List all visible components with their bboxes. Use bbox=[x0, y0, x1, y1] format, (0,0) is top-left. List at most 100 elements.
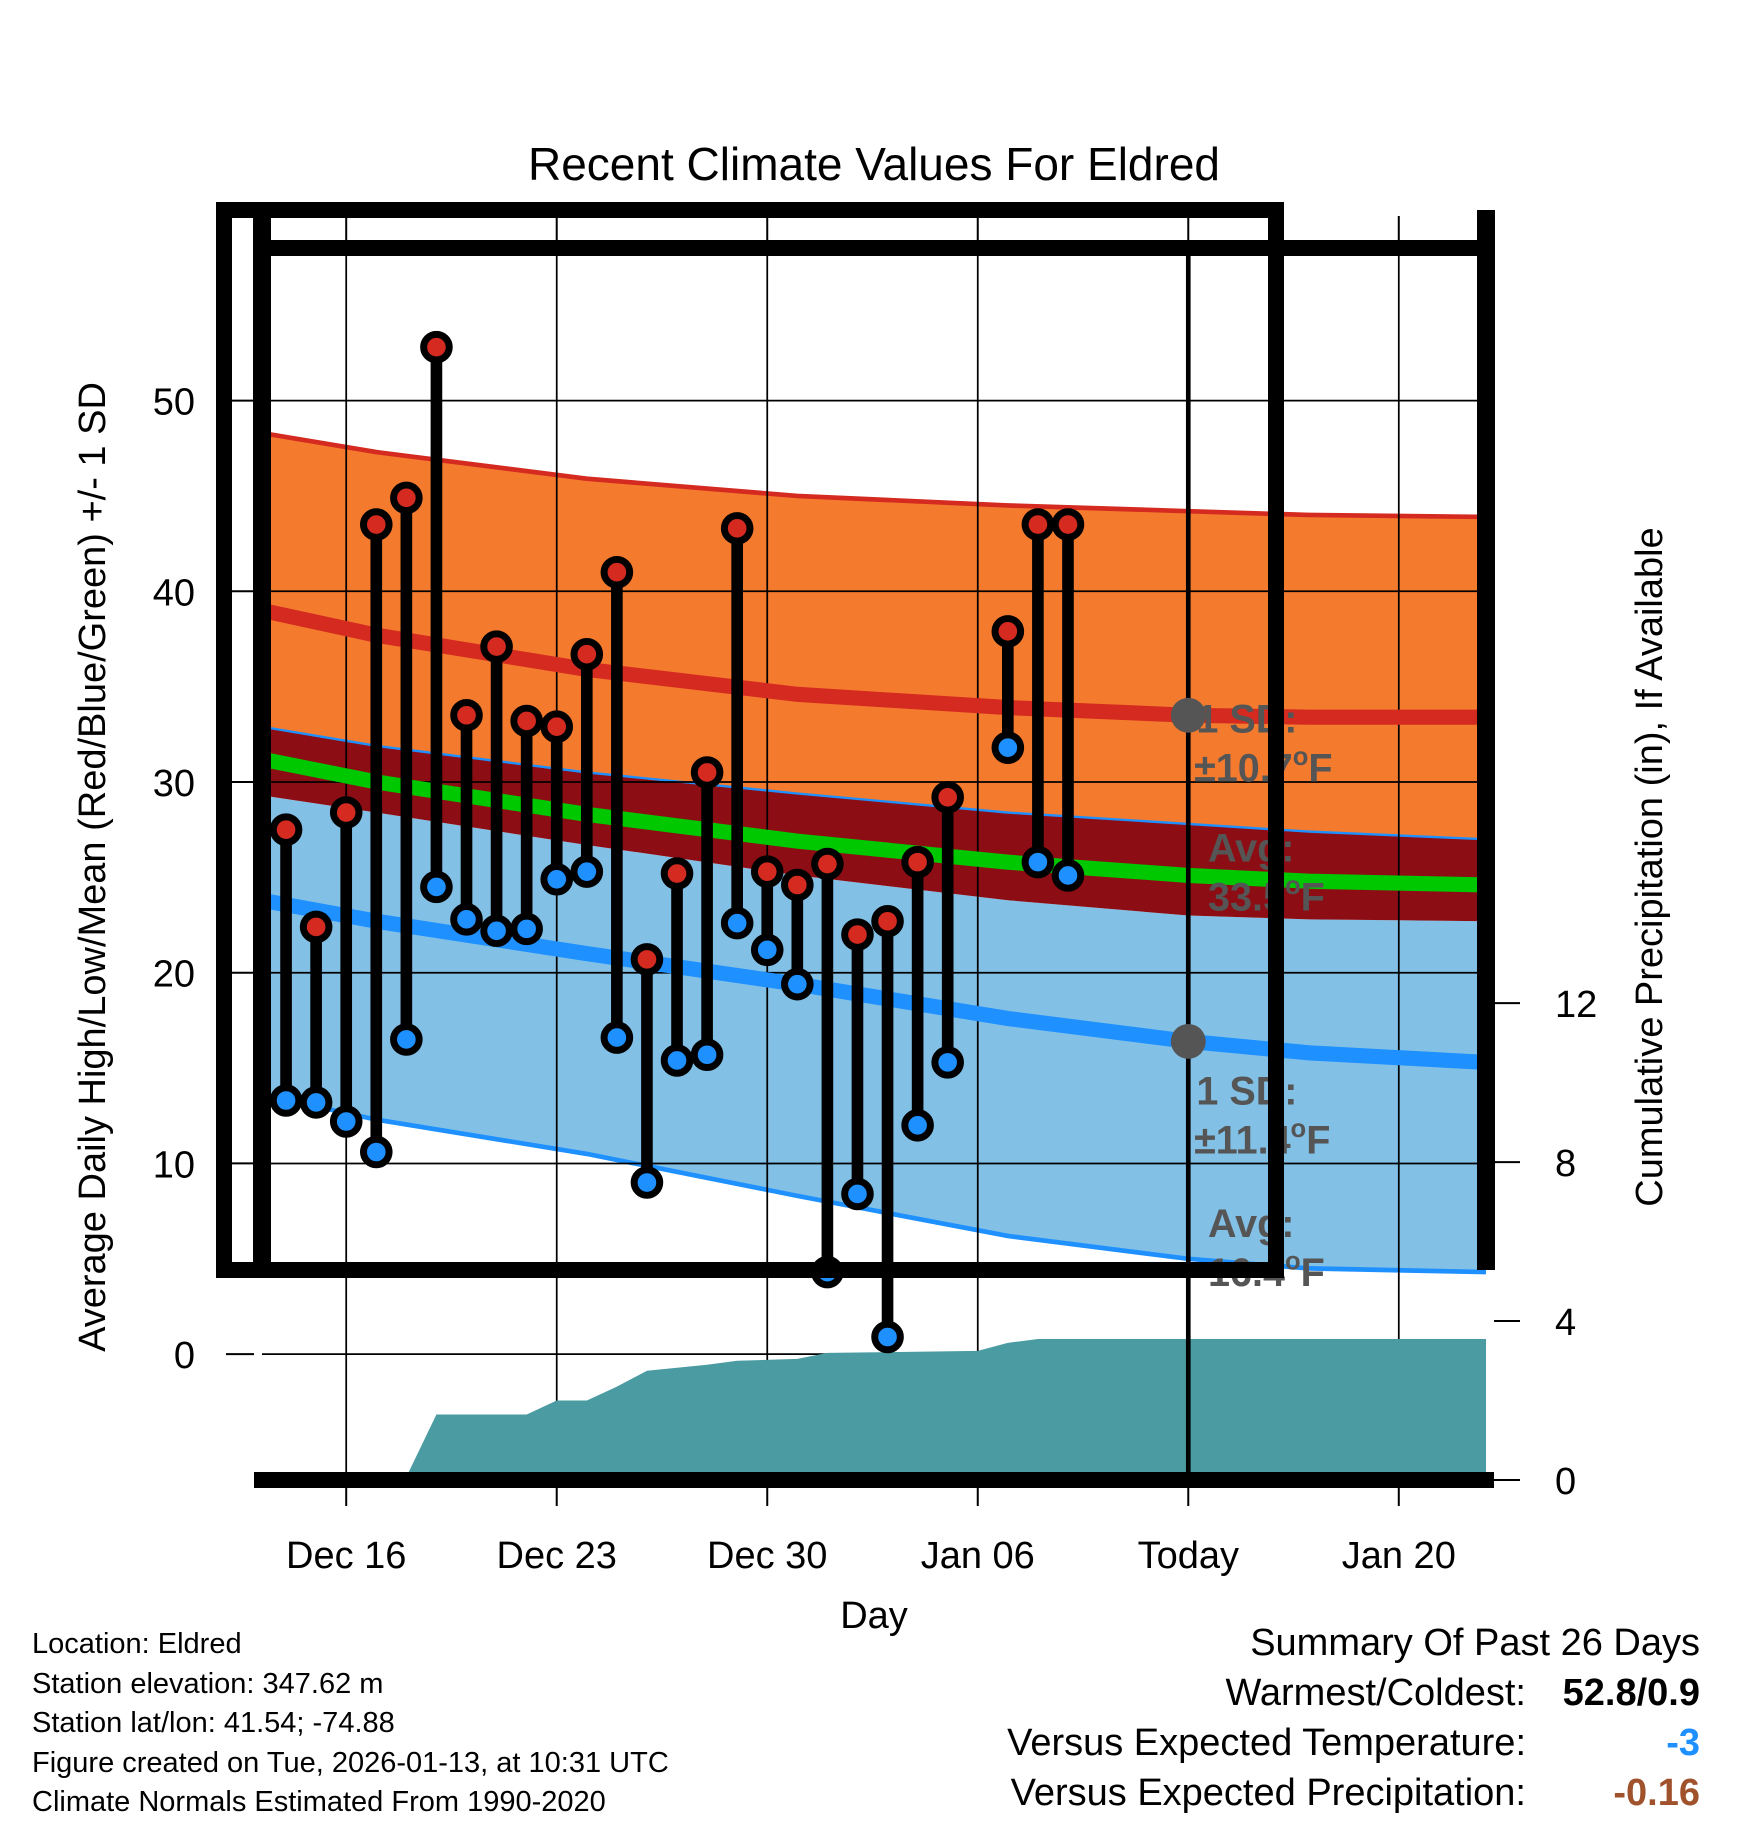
low-marker-13 bbox=[660, 1044, 694, 1077]
high-sd-value-text: ±10.7oF bbox=[1194, 743, 1332, 790]
summary-warmest-row: Warmest/Coldest: 52.8/0.9 bbox=[1007, 1668, 1700, 1718]
high-sd-value-text-degree: o bbox=[1293, 743, 1309, 771]
high-marker-18 bbox=[811, 847, 844, 881]
y-axis-right-title: Cumulative Precipitation (in), If Availa… bbox=[1629, 527, 1671, 1206]
low-avg-value-text-unit: F bbox=[1301, 1251, 1325, 1295]
high-marker-24 bbox=[1021, 508, 1055, 541]
low-marker-6 bbox=[450, 903, 483, 936]
low-marker-11 bbox=[600, 1021, 634, 1054]
high-marker-17 bbox=[781, 868, 814, 902]
elevation-text: Station elevation: 347.62 m bbox=[32, 1667, 384, 1700]
precip-area bbox=[262, 1338, 1487, 1481]
low-marker-16 bbox=[750, 933, 784, 967]
low-marker-3 bbox=[359, 1135, 393, 1169]
low-marker-22 bbox=[931, 1046, 964, 1079]
summary-temp-row: Versus Expected Temperature: -3 bbox=[1007, 1718, 1700, 1768]
low-marker-17 bbox=[781, 967, 814, 1001]
high-marker-1 bbox=[299, 910, 333, 944]
low-marker-15 bbox=[720, 906, 754, 940]
location-text: Location: Eldred bbox=[32, 1628, 242, 1660]
high-marker-14 bbox=[690, 756, 724, 789]
high-marker-21 bbox=[901, 845, 934, 879]
high-avg-value-text: 33.5oF bbox=[1208, 872, 1325, 919]
low-marker-20 bbox=[871, 1320, 904, 1354]
high-marker-3 bbox=[359, 508, 393, 541]
high-marker-23 bbox=[991, 615, 1025, 648]
low-marker-5 bbox=[420, 870, 453, 904]
axes: Dec 16 Dec 23 Dec 30 Jan 06 Today Jan 20 0 10 20… bbox=[153, 202, 1597, 1577]
low-sd-band bbox=[262, 795, 1487, 1273]
low-marker-25 bbox=[1051, 859, 1085, 892]
temp-value: -3 bbox=[1666, 1722, 1700, 1764]
low-marker-14 bbox=[690, 1038, 724, 1072]
y-left-tick-label-4: 40 bbox=[153, 572, 195, 614]
high-marker-2 bbox=[329, 796, 363, 829]
high-marker-19 bbox=[841, 918, 874, 951]
high-marker-20 bbox=[871, 904, 904, 938]
low-marker-10 bbox=[570, 855, 604, 888]
x-tick-label-2: Dec 30 bbox=[707, 1535, 827, 1577]
high-marker-15 bbox=[720, 512, 754, 545]
normals-text: Climate Normals Estimated From 1990-2020 bbox=[32, 1786, 606, 1818]
latlon-text: Station lat/lon: 41.54; -74.88 bbox=[32, 1707, 395, 1739]
y-right-tick-label-0: 0 bbox=[1555, 1461, 1576, 1503]
high-marker-12 bbox=[630, 943, 664, 976]
y-right-tick-label-3: 12 bbox=[1555, 984, 1597, 1026]
summary-heading: Summary Of Past 26 Days bbox=[1250, 1622, 1700, 1664]
y-right-tick-label-2: 8 bbox=[1555, 1143, 1576, 1185]
x-tick-label-0: Dec 16 bbox=[286, 1535, 406, 1577]
y-left-tick-label-1: 10 bbox=[153, 1144, 195, 1186]
y-axis-left-title: Average Daily High/Low/Mean (Red/Blue/Gr… bbox=[72, 382, 114, 1352]
summary-panel: Summary Of Past 26 Days Warmest/Coldest:… bbox=[1007, 1618, 1700, 1818]
low-minus-sd-line bbox=[262, 1092, 1487, 1275]
high-marker-0 bbox=[269, 813, 303, 846]
low-marker-0 bbox=[269, 1084, 303, 1117]
high-avg-value-text-degree: o bbox=[1285, 872, 1301, 900]
low-marker-1 bbox=[299, 1086, 333, 1119]
warmest-label: Warmest/Coldest: bbox=[1225, 1672, 1526, 1714]
low-marker-23 bbox=[991, 731, 1025, 764]
station-info: Location: Eldred Station elevation: 347.… bbox=[32, 1625, 669, 1823]
high-marker-16 bbox=[750, 855, 784, 888]
low-marker-12 bbox=[630, 1166, 664, 1199]
x-tick-label-4: Today bbox=[1138, 1535, 1239, 1577]
low-marker-24 bbox=[1021, 845, 1055, 879]
plot-frame bbox=[216, 202, 1284, 1278]
y-left-tick-label-5: 50 bbox=[153, 382, 195, 424]
x-axis-title: Day bbox=[840, 1595, 908, 1637]
low-marker-9 bbox=[540, 863, 574, 896]
low-marker-4 bbox=[390, 1023, 423, 1056]
low-avg-value-text-degree: o bbox=[1285, 1248, 1301, 1276]
today-low-avg-dot bbox=[1170, 1023, 1206, 1059]
high-avg-value-text-unit: F bbox=[1301, 876, 1325, 920]
high-marker-22 bbox=[931, 780, 964, 814]
high-marker-25 bbox=[1051, 508, 1085, 541]
low-marker-2 bbox=[329, 1105, 363, 1138]
high-marker-10 bbox=[570, 637, 604, 671]
low-marker-19 bbox=[841, 1177, 874, 1211]
high-marker-4 bbox=[390, 481, 423, 515]
low-sd-value-text-degree: o bbox=[1291, 1115, 1307, 1143]
chart-title: Recent Climate Values For Eldred bbox=[528, 138, 1220, 190]
y-left-tick-label-0: 0 bbox=[174, 1335, 195, 1377]
warmest-value: 52.8/0.9 bbox=[1562, 1672, 1700, 1714]
high-marker-6 bbox=[450, 698, 483, 732]
x-tick-label-3: Jan 06 bbox=[921, 1535, 1035, 1577]
precip-label: Versus Expected Precipitation: bbox=[1010, 1772, 1526, 1814]
created-text: Figure created on Tue, 2026-01-13, at 10… bbox=[32, 1746, 669, 1779]
low-sd-value-text: ±11.4oF bbox=[1194, 1115, 1330, 1162]
today-high-avg-dot bbox=[1170, 697, 1206, 733]
summary-precip-row: Versus Expected Precipitation: -0.16 bbox=[1007, 1768, 1700, 1818]
high-plus-sd-line bbox=[262, 430, 1487, 520]
high-marker-5 bbox=[420, 330, 453, 364]
low-marker-7 bbox=[480, 914, 513, 948]
high-marker-13 bbox=[660, 857, 694, 890]
precip-value: -0.16 bbox=[1613, 1772, 1700, 1814]
temp-label: Versus Expected Temperature: bbox=[1007, 1722, 1526, 1764]
x-tick-label-5: Jan 20 bbox=[1342, 1535, 1456, 1577]
high-marker-9 bbox=[540, 710, 574, 743]
high-sd-value-text-unit: F bbox=[1308, 747, 1332, 791]
y-left-tick-label-2: 20 bbox=[153, 954, 195, 996]
